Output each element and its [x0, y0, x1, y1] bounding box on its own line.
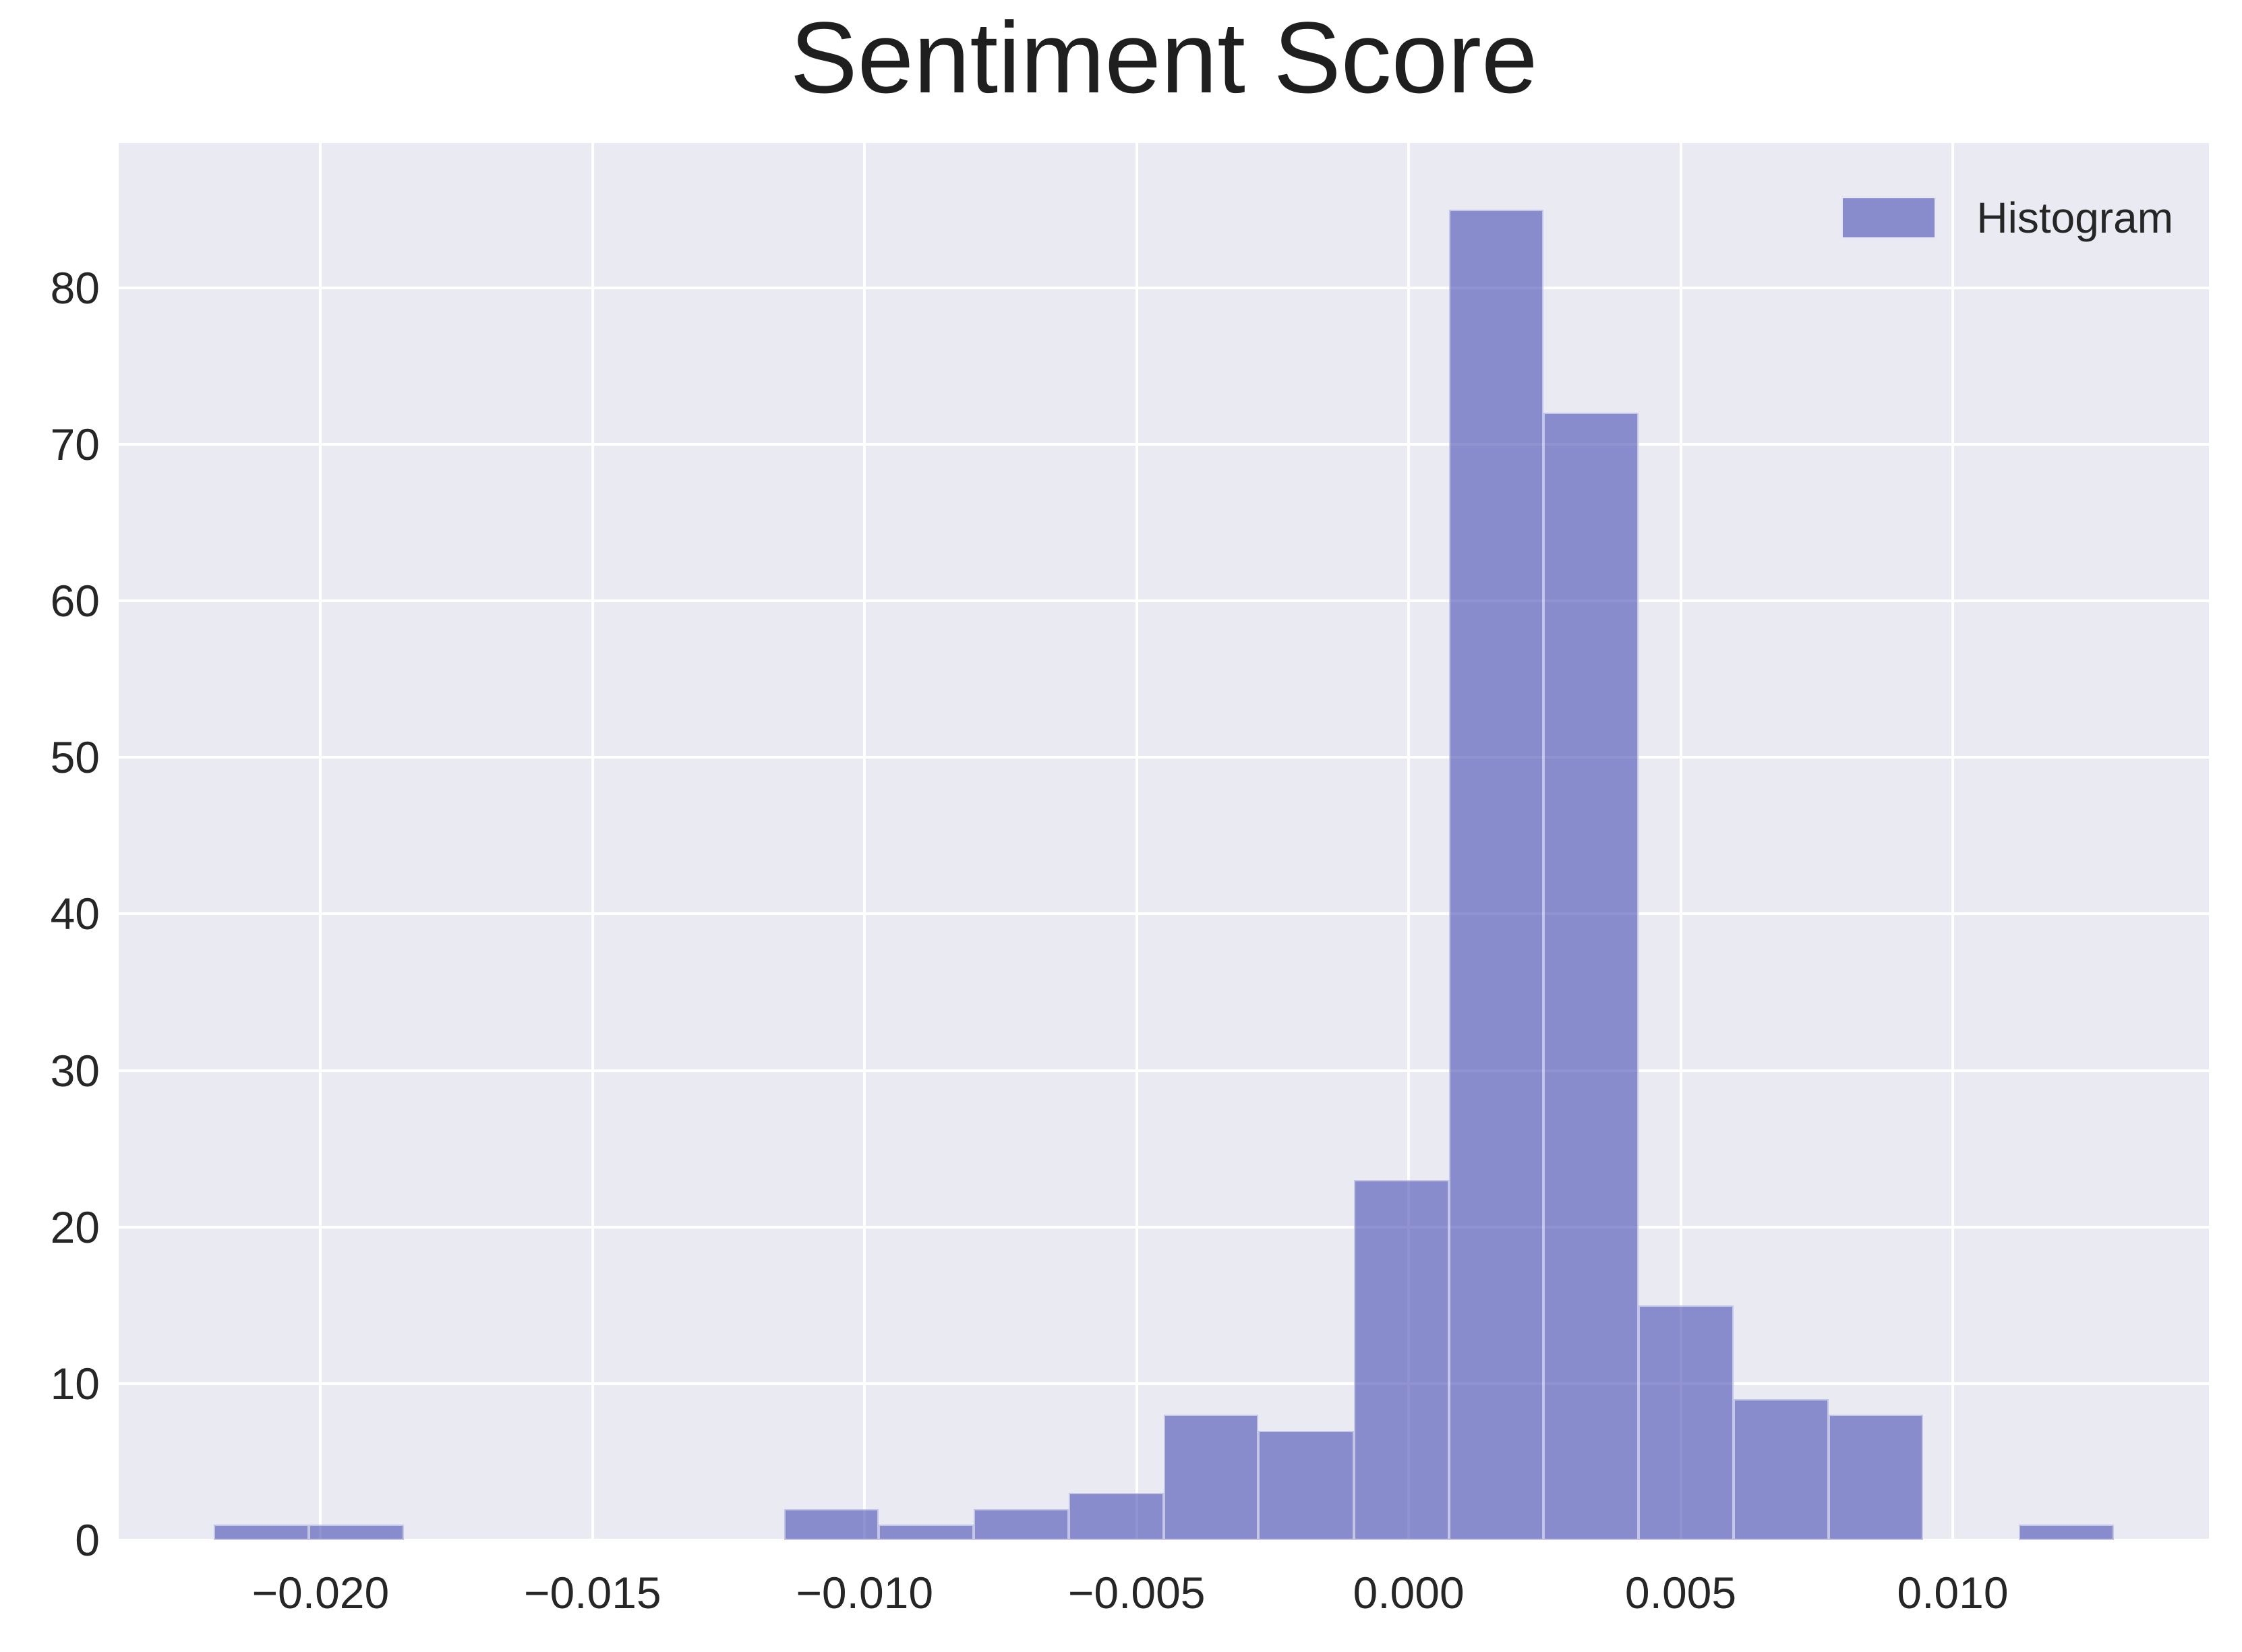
histogram-bar: [1828, 1415, 1924, 1540]
gridline-y-20: [119, 1225, 2209, 1229]
chart-title: Sentiment Score: [790, 0, 1538, 114]
legend-label: Histogram: [1976, 194, 2173, 242]
histogram-bar: [214, 1524, 309, 1540]
x-tick-label-−0.020: −0.020: [252, 1568, 390, 1618]
histogram-bar: [1543, 413, 1639, 1540]
gridline-x-−0.010: [863, 143, 866, 1540]
gridline-y-0: [119, 1539, 2209, 1541]
x-tick-label-0.010: 0.010: [1897, 1568, 2009, 1618]
gridline-y-50: [119, 756, 2209, 759]
x-tick-label-−0.010: −0.010: [796, 1568, 934, 1618]
gridline-x-−0.005: [1135, 143, 1138, 1540]
gridline-y-80: [119, 286, 2209, 289]
x-tick-label-−0.005: −0.005: [1067, 1568, 1206, 1618]
histogram-bar: [1448, 209, 1544, 1540]
histogram-bar: [784, 1508, 879, 1540]
gridline-x-0.005: [1679, 143, 1682, 1540]
histogram-bar: [1068, 1493, 1164, 1540]
y-tick-label-70: 70: [50, 419, 100, 469]
histogram-bar: [879, 1524, 974, 1540]
gridline-y-70: [119, 442, 2209, 446]
histogram-bar: [1258, 1430, 1354, 1540]
legend-swatch-histogram: [1841, 196, 1937, 239]
plot-area: Histogram: [119, 143, 2209, 1541]
histogram-bar: [1639, 1305, 1734, 1540]
x-tick-label-0.005: 0.005: [1624, 1568, 1737, 1618]
x-tick-label-0.000: 0.000: [1353, 1568, 1465, 1618]
gridline-y-60: [119, 599, 2209, 603]
gridline-x-−0.015: [591, 143, 594, 1540]
y-tick-label-80: 80: [50, 262, 100, 313]
histogram-bar: [2018, 1524, 2114, 1540]
x-tick-label-−0.015: −0.015: [523, 1568, 661, 1618]
y-tick-label-50: 50: [50, 732, 100, 783]
gridline-x-0.000: [1407, 143, 1411, 1540]
gridline-x-0.010: [1951, 143, 1954, 1540]
y-tick-label-0: 0: [75, 1515, 100, 1565]
y-tick-label-10: 10: [50, 1358, 100, 1409]
gridline-y-40: [119, 912, 2209, 916]
histogram-bar: [309, 1524, 404, 1540]
y-tick-label-20: 20: [50, 1202, 100, 1252]
histogram-bar: [1353, 1180, 1449, 1540]
y-tick-label-30: 30: [50, 1045, 100, 1096]
y-tick-label-40: 40: [50, 889, 100, 939]
legend: Histogram: [1841, 196, 2173, 239]
y-tick-label-60: 60: [50, 576, 100, 626]
histogram-bar: [974, 1508, 1069, 1540]
gridline-x-−0.020: [319, 143, 322, 1540]
gridline-y-10: [119, 1382, 2209, 1385]
gridline-y-30: [119, 1069, 2209, 1072]
histogram-bar: [1164, 1415, 1259, 1540]
histogram-bar: [1733, 1399, 1829, 1540]
